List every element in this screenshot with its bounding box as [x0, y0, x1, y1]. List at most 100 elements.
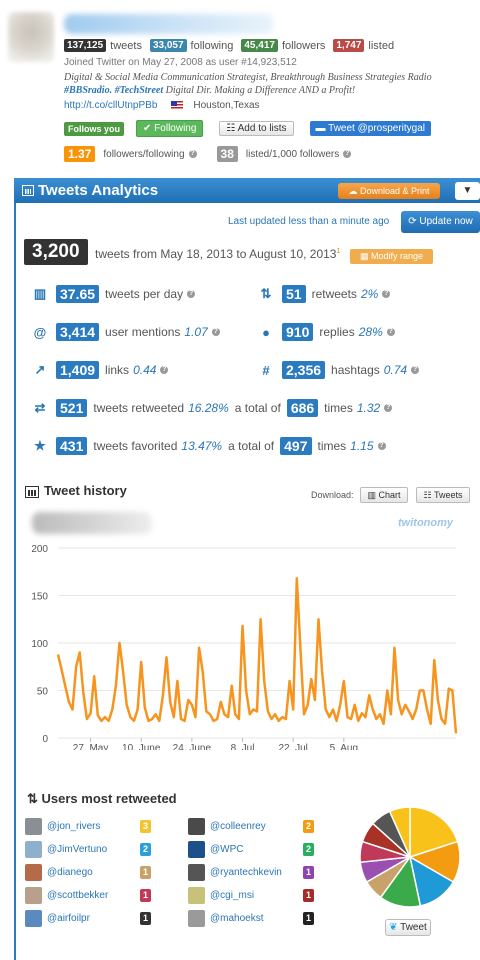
- avatar[interactable]: [188, 864, 205, 881]
- profile-avatar: [8, 12, 54, 62]
- help-icon[interactable]: ?: [382, 290, 391, 298]
- x-tick-label: 5. Aug: [330, 743, 358, 750]
- x-tick-label: 8. Jul: [231, 743, 255, 750]
- download-chart-button[interactable]: ▥ Chart: [360, 487, 408, 503]
- pie-slice[interactable]: [388, 806, 411, 858]
- users-most-retweeted-title: ⇅ Users most retweeted: [27, 791, 177, 807]
- help-icon[interactable]: ?: [188, 150, 197, 158]
- comments-icon: ●: [262, 324, 270, 340]
- metric-tweets-favorited: ★ 431 tweets favorited 13.47% a total of…: [30, 437, 386, 455]
- help-icon[interactable]: ?: [343, 150, 352, 158]
- help-icon[interactable]: ?: [160, 366, 169, 374]
- profile-location: Houston,Texas: [193, 100, 260, 111]
- profile-stats: 137,125 tweets 33,057 following 45,417 f…: [64, 39, 398, 52]
- download-tweets-button[interactable]: ☷ Tweets: [416, 487, 470, 503]
- profile-url-link[interactable]: http://t.co/cllUtnpPBb: [64, 100, 158, 111]
- user-handle-link[interactable]: @JimVertuno: [47, 844, 108, 855]
- help-icon[interactable]: ?: [411, 366, 420, 374]
- user-row[interactable]: @colleenrey: [188, 818, 266, 835]
- modify-range-label: Modify range: [370, 251, 424, 261]
- panel-dropdown-button[interactable]: ▼: [455, 182, 480, 200]
- metric-value: 910: [282, 323, 314, 341]
- metric-tweets-per-day: ▥ 37.65 tweets per day ?: [30, 285, 196, 303]
- user-row[interactable]: @JimVertuno: [25, 841, 107, 858]
- retweet-count-badge: 1: [303, 889, 314, 902]
- cloud-download-icon: ☁: [348, 186, 360, 196]
- user-handle-link[interactable]: @colleenrey: [210, 821, 266, 832]
- ratio-row: 1.37 followers/following ? 38 listed/1,0…: [64, 146, 352, 162]
- avatar[interactable]: [25, 841, 42, 858]
- following-count-badge: 33,057: [149, 39, 187, 52]
- metric-percent: 13.47%: [181, 439, 223, 453]
- avatar[interactable]: [188, 910, 205, 927]
- tweet-at-user-button[interactable]: ▬ Tweet @prosperitygal: [309, 121, 432, 136]
- tweet-button[interactable]: ❦ Tweet: [385, 919, 431, 936]
- avatar[interactable]: [25, 864, 42, 881]
- help-icon[interactable]: ?: [187, 290, 196, 298]
- user-handle-link[interactable]: @WPC: [210, 844, 244, 855]
- user-row[interactable]: @mahoekst: [188, 910, 264, 927]
- listed-per-thousand: 38: [216, 146, 238, 162]
- help-icon[interactable]: ?: [386, 328, 395, 336]
- metric-total-label: a total of: [234, 401, 281, 415]
- avatar[interactable]: [25, 887, 42, 904]
- pie-slice[interactable]: [409, 806, 459, 859]
- following-button[interactable]: ✔ Following: [136, 120, 204, 137]
- download-label: Download:: [311, 490, 354, 500]
- x-tick-label: 24. June: [173, 743, 212, 750]
- user-handle-link[interactable]: @airfoilpr: [47, 913, 90, 924]
- date-range-label: tweets from May 18, 2013 to August 10, 2…: [95, 247, 337, 261]
- metric-label: retweets: [311, 287, 357, 301]
- follows-you-badge: Follows you: [64, 121, 125, 136]
- retweet-count-badge: 1: [140, 889, 151, 902]
- users-pie-chart: [359, 806, 461, 908]
- avatar[interactable]: [188, 841, 205, 858]
- listed-per-label: listed/1,000 followers: [245, 148, 340, 160]
- user-handle-link[interactable]: @jon_rivers: [47, 821, 101, 832]
- followers-count-badge: 45,417: [241, 39, 278, 52]
- avatar[interactable]: [188, 887, 205, 904]
- user-row[interactable]: @ryantechkevin: [188, 864, 282, 881]
- calendar-icon: ▦: [359, 251, 371, 261]
- metric-value: 1,409: [56, 361, 100, 379]
- tweet-at-label: Tweet @prosperitygal: [328, 123, 426, 134]
- modify-range-button[interactable]: ▦ Modify range: [350, 249, 433, 264]
- chevron-down-icon: ▼: [462, 185, 473, 196]
- metric-label: hashtags: [331, 363, 380, 377]
- user-row[interactable]: @scottbekker: [25, 887, 108, 904]
- download-print-button[interactable]: ☁ Download & Print: [338, 183, 440, 199]
- user-row[interactable]: @airfoilpr: [25, 910, 90, 927]
- user-row[interactable]: @WPC: [188, 841, 243, 858]
- metric-times-label: times: [324, 401, 353, 415]
- update-now-button[interactable]: ⟳ Update now: [401, 211, 480, 233]
- user-handle-link[interactable]: @mahoekst: [210, 913, 264, 924]
- user-row[interactable]: @dianego: [25, 864, 93, 881]
- retweet-count-badge: 1: [303, 866, 314, 879]
- avatar[interactable]: [25, 818, 42, 835]
- avatar[interactable]: [188, 818, 205, 835]
- user-handle-link[interactable]: @cgi_msi: [210, 890, 255, 901]
- at-sign-icon: @: [33, 324, 47, 340]
- user-handle-link[interactable]: @scottbekker: [47, 890, 109, 901]
- user-handle-link[interactable]: @dianego: [47, 867, 93, 878]
- metric-percent: 0.44: [133, 363, 157, 377]
- user-row[interactable]: @jon_rivers: [25, 818, 101, 835]
- metric-label: tweets per day: [105, 287, 184, 301]
- y-tick-label: 150: [31, 592, 48, 603]
- bio-hashtag-link[interactable]: #TechStreet: [114, 85, 164, 96]
- user-row[interactable]: @cgi_msi: [188, 887, 254, 904]
- help-icon[interactable]: ?: [377, 442, 386, 450]
- share-link-icon: ↗: [34, 362, 46, 377]
- bio-hashtag-link[interactable]: #BBSradio.: [64, 85, 113, 96]
- help-icon[interactable]: ?: [211, 328, 220, 336]
- add-to-lists-button[interactable]: ☷ Add to lists: [219, 121, 294, 136]
- retweet-count-badge: 2: [140, 843, 151, 856]
- last-updated-text: Last updated less than a minute ago: [228, 216, 390, 227]
- retweet-icon: ⇄: [34, 400, 46, 415]
- tweet-history-series-line: [56, 577, 458, 734]
- avatar[interactable]: [25, 910, 42, 927]
- help-icon[interactable]: ?: [384, 404, 393, 412]
- metric-value: 431: [56, 437, 88, 455]
- user-handle-link[interactable]: @ryantechkevin: [210, 867, 282, 878]
- profile-actions: Follows you ✔ Following ☷ Add to lists ▬…: [64, 120, 432, 137]
